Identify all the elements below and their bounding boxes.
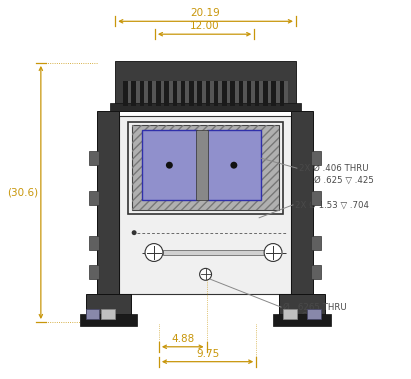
Bar — [173, 81, 177, 106]
Bar — [214, 81, 218, 106]
Bar — [97, 111, 119, 294]
Text: .6255: .6255 — [288, 312, 323, 321]
Bar — [283, 309, 297, 319]
Bar — [272, 81, 276, 106]
Text: 12.00: 12.00 — [190, 21, 219, 31]
Text: 4.88: 4.88 — [171, 334, 194, 344]
Bar — [207, 130, 261, 200]
Circle shape — [166, 162, 173, 169]
Bar — [238, 81, 243, 106]
Bar — [189, 81, 194, 106]
Bar — [90, 151, 99, 165]
Bar — [132, 125, 279, 210]
Text: 9.75: 9.75 — [196, 349, 219, 359]
Bar — [311, 191, 321, 205]
Bar — [90, 236, 99, 249]
Bar — [132, 81, 136, 106]
Bar — [196, 130, 208, 200]
Bar — [132, 125, 279, 210]
Bar — [123, 81, 128, 106]
Bar — [90, 265, 99, 279]
Bar — [280, 81, 284, 106]
Bar — [142, 130, 196, 200]
Circle shape — [231, 162, 237, 169]
Bar — [307, 309, 321, 319]
Bar — [311, 151, 321, 165]
Text: 2X Ø 1.53 ▽ .704: 2X Ø 1.53 ▽ .704 — [295, 200, 369, 209]
Text: (30.6): (30.6) — [7, 188, 38, 197]
Bar — [80, 314, 137, 326]
Circle shape — [200, 268, 212, 280]
Text: Ø  .6265 THRU: Ø .6265 THRU — [283, 302, 347, 312]
Bar — [110, 103, 301, 111]
Bar — [273, 314, 330, 326]
Bar — [128, 122, 283, 214]
Bar — [291, 111, 313, 294]
Bar — [222, 81, 226, 106]
Bar — [90, 191, 99, 205]
Bar — [230, 81, 235, 106]
Bar — [119, 116, 291, 294]
Bar — [247, 81, 251, 106]
Circle shape — [132, 230, 136, 235]
Bar — [206, 81, 210, 106]
Bar — [85, 309, 99, 319]
Bar — [311, 236, 321, 249]
Text: 20.19: 20.19 — [191, 8, 220, 18]
Bar — [156, 81, 161, 106]
Bar — [263, 81, 268, 106]
Bar — [85, 294, 131, 324]
Bar — [163, 249, 264, 255]
Bar — [255, 81, 259, 106]
Bar — [164, 81, 169, 106]
Bar — [197, 81, 202, 106]
Circle shape — [264, 244, 282, 262]
Bar — [279, 294, 325, 324]
Bar — [123, 81, 288, 106]
Bar — [148, 81, 152, 106]
Circle shape — [145, 244, 163, 262]
Bar — [102, 309, 115, 319]
Text: Ø .625 ▽ .425: Ø .625 ▽ .425 — [303, 175, 374, 185]
Bar — [115, 61, 296, 111]
Bar — [181, 81, 185, 106]
Text: 2X Ø .406 THRU: 2X Ø .406 THRU — [299, 164, 369, 173]
Bar — [311, 265, 321, 279]
Bar — [140, 81, 144, 106]
